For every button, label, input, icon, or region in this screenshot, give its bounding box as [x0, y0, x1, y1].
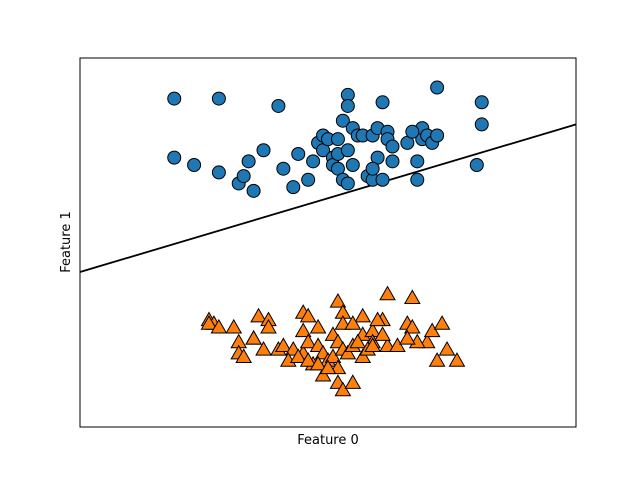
circle-point	[236, 169, 251, 184]
triangle-point	[255, 341, 272, 356]
circle-point	[405, 124, 420, 139]
circle-point	[271, 98, 286, 113]
x-axis-label: Feature 0	[297, 433, 359, 448]
triangle-point	[403, 289, 421, 304]
triangle-point	[369, 311, 386, 327]
circle-point	[375, 95, 390, 110]
circle-point	[340, 98, 355, 113]
circle-point	[241, 154, 256, 169]
triangle-point	[349, 333, 367, 349]
circle-point	[286, 180, 301, 195]
triangle-point	[354, 307, 372, 323]
circle-point	[385, 139, 400, 154]
circle-point	[301, 172, 316, 187]
triangle-point	[299, 352, 317, 367]
triangle-point	[309, 318, 327, 334]
circle-point	[330, 132, 345, 147]
circle-point	[365, 161, 380, 176]
y-axis-label: Feature 1	[59, 211, 74, 273]
triangle-point	[403, 318, 421, 334]
circle-point	[410, 154, 425, 169]
triangle-point	[210, 318, 228, 334]
triangle-point	[339, 344, 357, 360]
data-points-layer	[167, 80, 489, 397]
triangle-point	[314, 366, 332, 382]
triangle-point	[374, 326, 391, 341]
triangle-point	[289, 348, 307, 364]
circle-point	[469, 158, 484, 173]
circle-point	[306, 154, 321, 169]
circle-point	[385, 154, 400, 169]
circle-point	[291, 146, 306, 161]
triangle-point	[433, 315, 451, 330]
triangle-point	[274, 337, 292, 352]
triangle-point	[299, 307, 317, 323]
triangle-point	[245, 329, 262, 345]
circle-point	[340, 176, 355, 191]
circle-point	[187, 158, 202, 173]
triangle-point	[260, 318, 277, 334]
circle-point	[167, 150, 182, 165]
circle-point	[167, 91, 182, 106]
triangle-point	[354, 348, 372, 364]
triangle-point	[344, 374, 362, 389]
triangle-point	[299, 333, 317, 349]
triangle-point	[438, 341, 456, 356]
circle-point	[345, 158, 360, 173]
triangle-point	[319, 359, 337, 375]
triangle-point	[309, 355, 327, 371]
circle-point	[246, 183, 261, 198]
triangle-point	[398, 329, 416, 345]
circle-point	[474, 95, 489, 110]
triangle-point	[379, 285, 396, 301]
triangle-point	[364, 337, 382, 352]
circle-point	[335, 113, 350, 128]
circle-point	[276, 161, 291, 176]
circle-point	[474, 117, 489, 132]
triangle-point	[235, 348, 253, 364]
triangle-point	[334, 381, 352, 397]
triangle-point	[250, 307, 267, 323]
circle-point	[340, 143, 355, 158]
circle-point	[430, 80, 445, 95]
plot-frame	[79, 57, 577, 428]
circle-point	[256, 143, 271, 158]
triangle-point	[389, 337, 406, 352]
triangle-point	[423, 322, 441, 338]
triangle-point	[329, 293, 347, 308]
triangle-point	[344, 315, 362, 330]
circle-point	[410, 172, 425, 187]
decision-boundary-layer	[79, 123, 577, 273]
triangle-point	[448, 352, 466, 367]
circle-point	[375, 172, 390, 187]
triangle-point	[294, 322, 312, 338]
circle-point	[430, 128, 445, 143]
triangle-point	[428, 352, 446, 367]
triangle-point	[225, 318, 243, 334]
circle-point	[211, 165, 226, 180]
circle-point	[211, 91, 226, 106]
triangle-point	[200, 315, 218, 330]
decision-boundary-line	[79, 123, 577, 273]
triangle-point	[324, 348, 342, 364]
